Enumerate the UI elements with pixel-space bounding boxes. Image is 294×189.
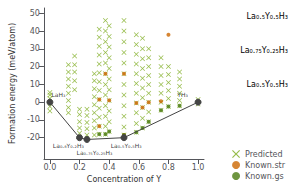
svg-text:LaH₃: LaH₃ xyxy=(51,91,66,98)
svg-text:1.0: 1.0 xyxy=(192,163,205,172)
svg-text:0.8: 0.8 xyxy=(162,163,175,172)
svg-text:-20: -20 xyxy=(27,133,40,142)
svg-text:0.6: 0.6 xyxy=(132,163,145,172)
svg-text:La₀.₇₅Y₀.₂₅H₃: La₀.₇₅Y₀.₂₅H₃ xyxy=(240,46,288,55)
svg-text:Predicted: Predicted xyxy=(245,150,283,159)
svg-text:0.2: 0.2 xyxy=(73,163,86,172)
svg-text:-10: -10 xyxy=(27,115,40,124)
svg-text:10: 10 xyxy=(30,80,40,89)
svg-text:20: 20 xyxy=(30,62,40,71)
svg-text:YH₃: YH₃ xyxy=(176,91,188,98)
svg-text:Formation energy (meV/atom): Formation energy (meV/atom) xyxy=(8,23,17,144)
svg-text:40: 40 xyxy=(30,27,40,36)
svg-text:La₀.₅Y₀.₅H₃: La₀.₅Y₀.₅H₃ xyxy=(247,80,288,89)
svg-text:La₀.₇₅Y₀.₂₅H₃: La₀.₇₅Y₀.₂₅H₃ xyxy=(77,149,113,156)
svg-text:La₀.₅Y₀.₅H₃: La₀.₅Y₀.₅H₃ xyxy=(247,12,288,21)
svg-text:30: 30 xyxy=(30,44,40,53)
svg-text:La₀.₅Y₀.₅H₃: La₀.₅Y₀.₅H₃ xyxy=(111,142,143,149)
svg-text:0.0: 0.0 xyxy=(44,163,57,172)
svg-text:50: 50 xyxy=(30,9,40,18)
svg-text:Known.gs: Known.gs xyxy=(245,172,284,181)
svg-text:La₀.₈Y₀.₂H₃: La₀.₈Y₀.₂H₃ xyxy=(53,142,85,149)
svg-text:0.4: 0.4 xyxy=(103,163,116,172)
svg-text:0: 0 xyxy=(35,98,40,107)
svg-text:Known.str: Known.str xyxy=(245,161,286,170)
svg-text:Concentration of Y: Concentration of Y xyxy=(87,175,161,184)
